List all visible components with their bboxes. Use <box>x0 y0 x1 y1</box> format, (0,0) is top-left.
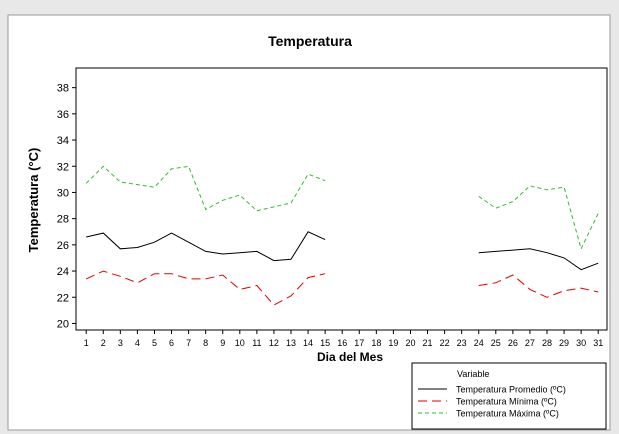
x-tick-label: 22 <box>440 338 450 348</box>
y-tick-label: 34 <box>57 135 69 147</box>
y-tick-label: 24 <box>57 266 69 278</box>
x-tick-label: 8 <box>203 338 208 348</box>
x-tick-label: 24 <box>474 338 484 348</box>
x-tick-label: 28 <box>542 338 552 348</box>
x-tick-label: 16 <box>337 338 347 348</box>
x-tick-label: 12 <box>269 338 279 348</box>
y-tick-label: 22 <box>57 292 69 304</box>
x-axis-label: Dia del Mes <box>317 350 383 364</box>
y-tick-label: 28 <box>57 214 69 226</box>
x-tick-label: 27 <box>525 338 535 348</box>
x-tick-label: 21 <box>423 338 433 348</box>
plot-area <box>75 67 608 331</box>
series-line-3 <box>85 165 326 212</box>
x-tick-label: 11 <box>252 338 261 348</box>
x-tick-label: 31 <box>593 338 603 348</box>
x-tick-label: 13 <box>286 338 296 348</box>
x-tick-label: 14 <box>303 338 313 348</box>
series-line-1 <box>478 248 599 271</box>
x-tick-label: 26 <box>508 338 518 348</box>
y-tick-label: 30 <box>57 187 69 199</box>
legend-label: Temperatura Mínima (ºC) <box>456 397 557 407</box>
x-tick-label: 9 <box>220 338 225 348</box>
x-tick-label: 2 <box>101 338 106 348</box>
legend-box <box>411 362 607 430</box>
legend-label: Temperatura Máxima (ºC) <box>456 409 559 419</box>
x-tick-label: 7 <box>186 338 191 348</box>
y-tick-label: 20 <box>57 318 69 330</box>
x-axis-ticks: 1 2 3 4 5 6 7 8 9 10 11 12 13 14 15 16 17 18 19 20 21 22 23 24 2… <box>84 330 603 348</box>
series-line-3 <box>478 185 599 251</box>
x-tick-label: 5 <box>152 338 157 348</box>
series-line-2 <box>478 274 599 298</box>
y-axis-ticks: 20 22 24 26 28 30 32 34 36 38 <box>57 83 76 330</box>
x-tick-label: 18 <box>371 338 381 348</box>
series-line-1 <box>86 231 326 262</box>
y-tick-label: 36 <box>57 109 69 121</box>
y-tick-label: 32 <box>57 161 69 173</box>
x-tick-label: 15 <box>320 338 330 348</box>
x-tick-label: 25 <box>491 338 501 348</box>
legend-label: Temperatura Promedio (ºC) <box>456 385 566 395</box>
x-tick-label: 20 <box>405 338 415 348</box>
x-tick-label: 10 <box>235 338 245 348</box>
x-tick-label: 19 <box>388 338 398 348</box>
x-tick-label: 3 <box>118 338 123 348</box>
x-tick-label: 4 <box>135 338 140 348</box>
legend-items: Temperatura Promedio (ºC) Temperatura Mín… <box>418 385 566 419</box>
x-tick-label: 30 <box>576 338 586 348</box>
x-tick-label: 1 <box>84 338 89 348</box>
x-tick-label: 6 <box>169 338 174 348</box>
x-tick-label: 17 <box>354 338 364 348</box>
series-line-2 <box>85 270 326 306</box>
y-axis-label: Temperatura (°C) <box>26 148 41 253</box>
x-tick-label: 23 <box>457 338 467 348</box>
legend-title: Variable <box>457 369 489 379</box>
series-lines <box>85 165 599 306</box>
x-tick-label: 29 <box>559 338 569 348</box>
y-tick-label: 26 <box>57 240 69 252</box>
legend: Variable Temperatura Promedio (ºC)Temper… <box>411 362 607 430</box>
chart-title: Temperatura <box>268 33 352 49</box>
y-tick-label: 38 <box>57 83 69 95</box>
